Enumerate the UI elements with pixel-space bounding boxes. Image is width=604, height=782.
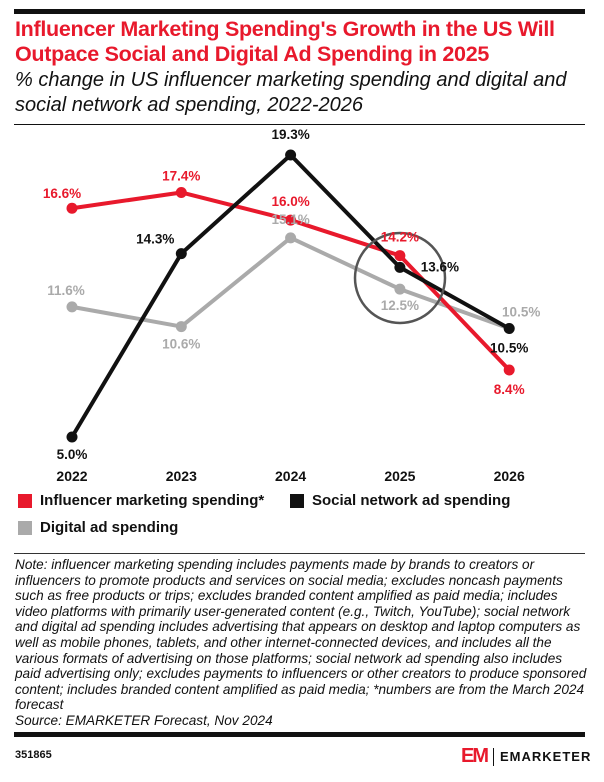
data-label: 8.4% [494, 382, 525, 397]
data-label: 10.5% [490, 341, 528, 356]
data-label: 19.3% [271, 128, 309, 142]
data-point [394, 283, 406, 295]
x-tick-label: 2024 [275, 468, 306, 484]
data-point [66, 202, 78, 214]
line-chart: 16.6% 17.4% 16.0% 14.2% 8.4% 5.0% 14.3% 19.3% 13… [43, 128, 540, 484]
data-point [394, 261, 406, 273]
data-label: 16.0% [271, 194, 309, 209]
data-point [503, 364, 515, 376]
header-divider [14, 124, 585, 125]
data-label: 10.5% [502, 305, 540, 320]
data-label: 13.6% [421, 259, 459, 274]
top-rule [14, 9, 585, 14]
x-tick-label: 2025 [384, 468, 415, 484]
x-tick-label: 2022 [56, 468, 87, 484]
highlight-circle [353, 231, 447, 325]
data-label: 10.6% [162, 337, 200, 352]
legend-item-digital: Digital ad spending [18, 519, 178, 536]
data-label: 17.4% [162, 168, 200, 183]
data-point [66, 431, 78, 443]
data-point [175, 321, 187, 333]
legend-item-influencer: Influencer marketing spending* [18, 492, 264, 509]
data-label: 16.6% [43, 186, 81, 201]
emarketer-logo: EM EMARKETER [461, 745, 591, 768]
notes-divider [14, 553, 585, 554]
source-text: Source: EMARKETER Forecast, Nov 2024 [15, 712, 273, 728]
x-tick-label: 2023 [166, 468, 197, 484]
legend-item-social: Social network ad spending [290, 492, 510, 509]
logo-mark: EM [461, 745, 489, 767]
chart-id: 351865 [15, 749, 52, 761]
data-label: 12.5% [381, 298, 419, 313]
data-label: 14.3% [136, 232, 174, 247]
legend-swatch-red [18, 493, 32, 508]
data-point [66, 301, 78, 313]
bottom-rule [14, 732, 585, 737]
data-label: 14.2% [381, 230, 419, 245]
legend-label: Social network ad spending [312, 492, 511, 509]
logo-separator [493, 747, 494, 766]
data-point [285, 149, 297, 161]
data-point [503, 323, 515, 335]
notes: Note: influencer marketing spending incl… [15, 557, 590, 729]
logo-text: EMARKETER [500, 749, 592, 764]
legend-swatch-gray [18, 520, 32, 535]
legend-label: Influencer marketing spending* [40, 492, 265, 509]
data-label: 11.6% [47, 283, 85, 298]
data-point [394, 250, 406, 262]
chart-subtitle: % change in US influencer marketing spen… [15, 69, 567, 116]
legend-swatch-black [290, 493, 304, 508]
x-tick-label: 2026 [494, 468, 525, 484]
data-point [175, 186, 187, 198]
note-text: Note: influencer marketing spending incl… [15, 557, 587, 713]
data-point [285, 214, 297, 226]
data-point [285, 232, 297, 244]
data-point [175, 248, 187, 260]
chart-title: Influencer Marketing Spending's Growth i… [15, 17, 555, 66]
legend-label: Digital ad spending [40, 519, 179, 536]
data-label: 15.1% [271, 212, 309, 227]
data-label: 5.0% [57, 447, 88, 462]
